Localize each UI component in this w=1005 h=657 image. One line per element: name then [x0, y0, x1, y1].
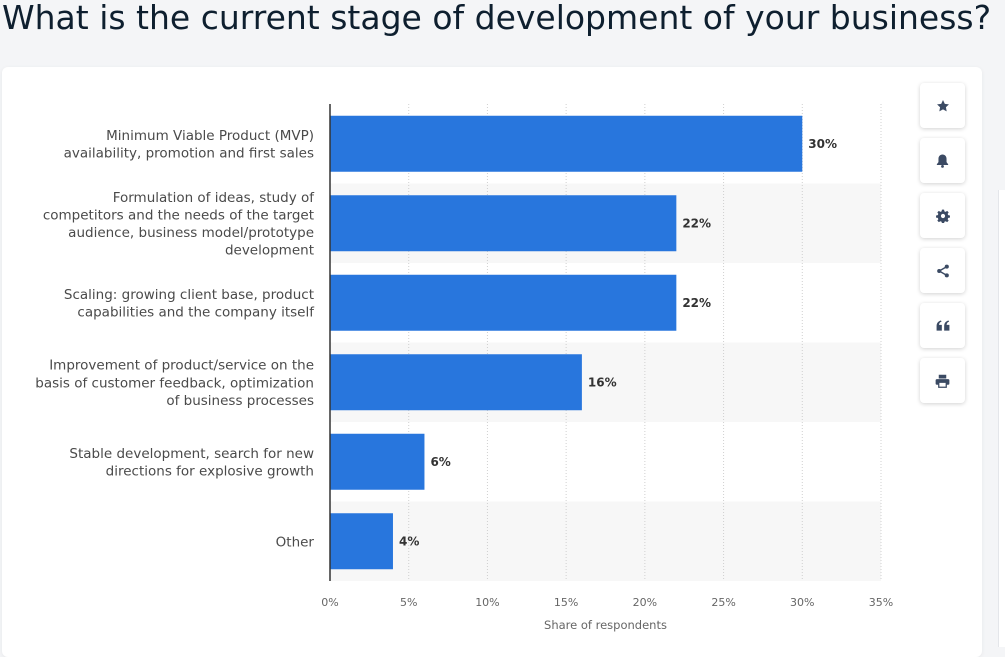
data-label: 4% — [399, 534, 419, 548]
notification-button[interactable] — [920, 138, 965, 183]
print-button[interactable] — [920, 358, 965, 403]
category-label: basis of customer feedback, optimization — [35, 375, 314, 391]
category-label: Other — [276, 534, 315, 550]
category-label: Scaling: growing client base, product — [64, 287, 314, 303]
star-icon — [936, 99, 950, 113]
category-label: audience, business model/prototype — [68, 225, 314, 241]
settings-button[interactable] — [920, 193, 965, 238]
row-band — [330, 501, 881, 581]
x-tick-label: 15% — [554, 596, 578, 609]
x-tick-label: 20% — [633, 596, 657, 609]
side-panel-edge — [998, 190, 1005, 647]
category-label: development — [225, 243, 314, 259]
bar — [330, 274, 677, 331]
data-label: 16% — [588, 375, 617, 389]
printer-icon — [935, 374, 950, 388]
category-label: Improvement of product/service on the — [49, 358, 314, 374]
category-label: Minimum Viable Product (MVP) — [106, 128, 314, 144]
category-label: availability, promotion and first sales — [64, 146, 314, 162]
bar — [330, 195, 677, 252]
category-label: Formulation of ideas, study of — [113, 190, 316, 206]
x-axis-title: Share of respondents — [544, 618, 667, 632]
bell-icon — [936, 154, 949, 168]
x-tick-label: 5% — [400, 596, 417, 609]
category-label: directions for explosive growth — [106, 464, 314, 480]
x-tick-label: 0% — [321, 596, 338, 609]
quote-icon — [936, 319, 950, 332]
data-label: 6% — [430, 455, 450, 469]
x-tick-label: 35% — [869, 596, 893, 609]
page-title: What is the current stage of development… — [2, 0, 992, 37]
category-label: competitors and the needs of the target — [43, 207, 314, 223]
cite-button[interactable] — [920, 303, 965, 348]
bar — [330, 513, 393, 570]
data-label: 30% — [808, 137, 837, 151]
category-label: of business processes — [166, 393, 314, 409]
share-icon — [936, 264, 950, 278]
x-tick-label: 10% — [475, 596, 499, 609]
share-button[interactable] — [920, 248, 965, 293]
gear-icon — [935, 209, 950, 223]
category-label: Stable development, search for new — [69, 446, 314, 462]
data-label: 22% — [682, 296, 711, 310]
bar — [330, 354, 582, 411]
favorite-button[interactable] — [920, 83, 965, 128]
data-label: 22% — [682, 216, 711, 230]
x-tick-label: 30% — [790, 596, 814, 609]
x-tick-label: 25% — [711, 596, 735, 609]
bar — [330, 433, 425, 490]
bar — [330, 115, 803, 172]
category-label: capabilities and the company itself — [77, 305, 315, 321]
